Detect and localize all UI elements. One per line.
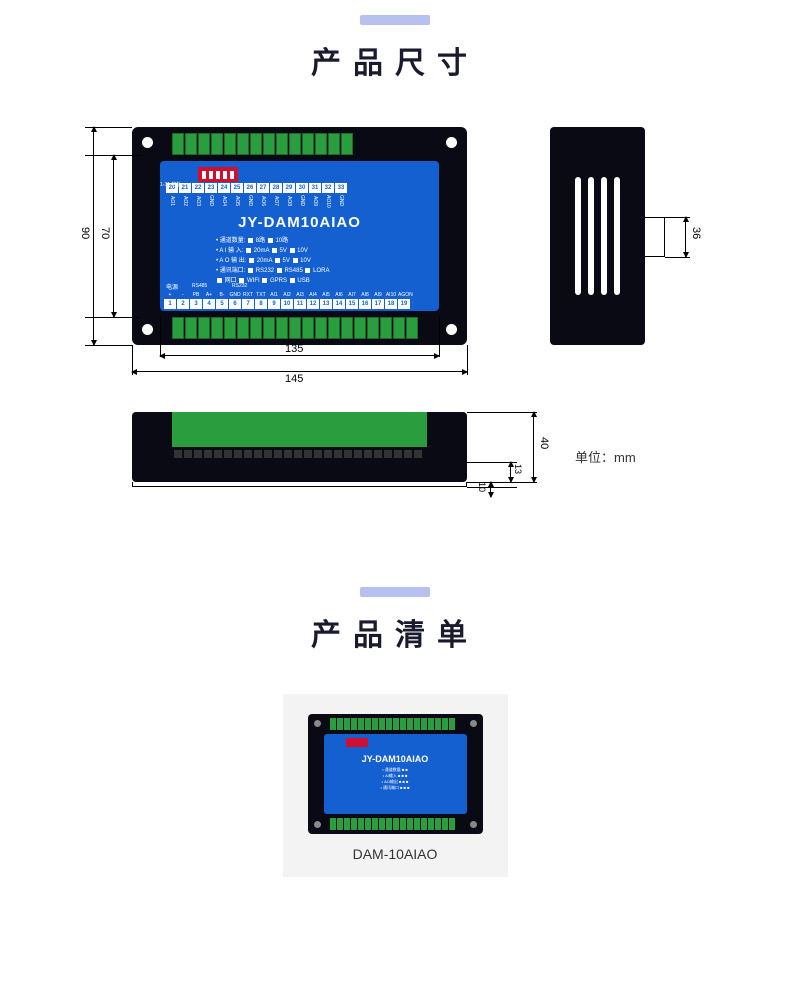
dimensions-diagram: 1-31 地址 2021222324252627282930313233 AO1…: [0, 102, 790, 522]
front-terminal: [172, 412, 427, 447]
mini-model: JY-DAM10AIAO: [324, 754, 467, 764]
unit-label: 单位：mm: [575, 447, 636, 466]
dim-13: 13: [513, 464, 523, 474]
dim-36: 36: [690, 227, 702, 239]
model-name: JY-DAM10AIAO: [166, 214, 433, 231]
device-label-panel: 1-31 地址 2021222324252627282930313233 AO1…: [160, 161, 439, 311]
pin-labels-top: AO1AO2AO3GNDAO4AO5GNDAO6AO7AO8GNDAO9AO10…: [166, 194, 433, 208]
dim-70: 70: [99, 227, 111, 239]
mount-hole: [142, 324, 153, 335]
pin-labels-bottom: +-PBA+B-GNDRXTTXTAI1AI2AI3AI4AI5AI6AI7AI…: [164, 292, 410, 298]
address-label: 1-31 地址: [160, 181, 181, 188]
product-name: DAM-10AIAO: [308, 846, 483, 862]
header-tab: [360, 587, 430, 597]
product-list: JY-DAM10AIAO • 通道数量 ■ ■• AI输入 ■ ■ ■• AO输…: [0, 674, 790, 897]
dim-135: 135: [285, 343, 303, 355]
top-view: 1-31 地址 2021222324252627282930313233 AO1…: [85, 127, 505, 375]
mount-hole: [446, 324, 457, 335]
mount-hole: [142, 137, 153, 148]
pin-numbers-bottom: 12345678910111213141516171819: [164, 299, 410, 309]
mini-panel: JY-DAM10AIAO • 通道数量 ■ ■• AI输入 ■ ■ ■• AO输…: [324, 734, 467, 814]
dip-switch: [198, 167, 238, 182]
terminal-row-bottom: [172, 317, 418, 339]
header-tab: [360, 15, 430, 25]
side-notch: [645, 217, 665, 257]
pin-numbers-top: 2021222324252627282930313233: [166, 183, 433, 193]
vent-grill: [572, 177, 622, 295]
dim-145: 145: [285, 373, 303, 385]
terminal-row-top: [172, 133, 353, 155]
product-item: JY-DAM10AIAO • 通道数量 ■ ■• AI输入 ■ ■ ■• AO输…: [283, 694, 508, 877]
side-view: [550, 127, 645, 345]
section-1-header: 产品尺寸: [0, 0, 790, 102]
front-base: [132, 482, 467, 487]
front-view: 40 13 10: [85, 412, 505, 502]
rs232-label: RS232: [232, 283, 247, 289]
power-label: 电源: [166, 282, 178, 291]
spec-lines: • 通道数量: 8路 10路• A I 输 入: 20mA 5V 10V• A …: [166, 235, 433, 284]
section-2-header: 产品清单: [0, 572, 790, 674]
rs485-label: RS485: [192, 283, 207, 289]
section-2-title: 产品清单: [0, 610, 790, 654]
front-pins: [174, 450, 422, 458]
front-body: [132, 412, 467, 482]
dim-40: 40: [538, 437, 550, 449]
device-body-top: 1-31 地址 2021222324252627282930313233 AO1…: [132, 127, 467, 345]
mount-hole: [446, 137, 457, 148]
section-1-title: 产品尺寸: [0, 38, 790, 82]
dim-90: 90: [79, 227, 91, 239]
dim-10: 10: [477, 482, 487, 492]
mini-device: JY-DAM10AIAO • 通道数量 ■ ■• AI输入 ■ ■ ■• AO输…: [308, 714, 483, 834]
